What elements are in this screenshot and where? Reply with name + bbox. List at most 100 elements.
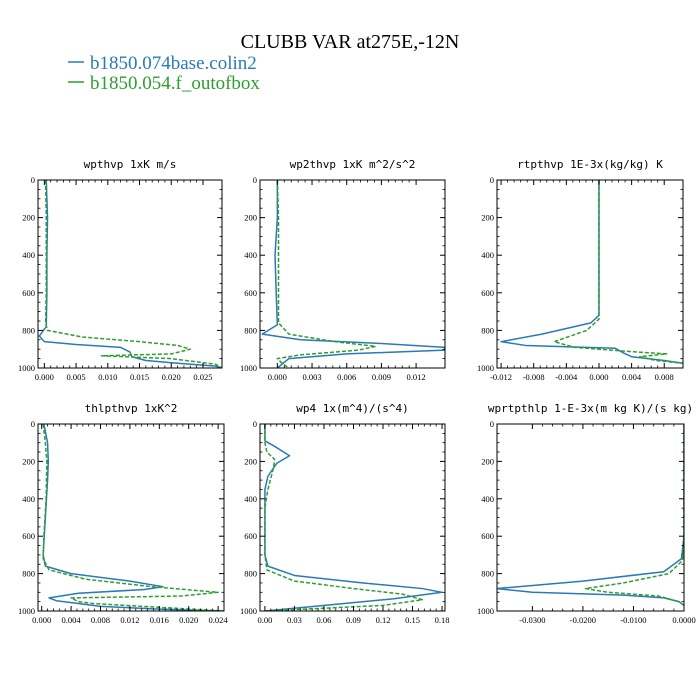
legend-label-1: b1850.074base.colin2 <box>90 53 257 74</box>
x-tick-label: 0.12 <box>376 615 391 625</box>
x-tick-label: 0.012 <box>120 615 139 625</box>
series-line-2 <box>42 424 224 611</box>
x-tick-label: 0.000 <box>268 372 287 382</box>
x-tick-label: 0.0000 <box>672 615 695 625</box>
y-tick-label: 0 <box>31 419 35 429</box>
panel-title: rtpthvp 1E-3x(kg/kg) K <box>517 158 663 171</box>
panel-6: wprtpthlp 1-E-3x(m kg K)/(s kg) 0 200 400 60… <box>477 402 696 625</box>
y-tick-label: 200 <box>244 213 257 223</box>
y-tick-label: 400 <box>22 494 35 504</box>
y-tick-label: 600 <box>22 531 35 541</box>
y-tick-label: 400 <box>244 250 257 260</box>
series-line-1 <box>500 180 683 365</box>
series-line-2 <box>44 180 222 368</box>
series-line-1 <box>42 424 224 611</box>
y-tick-label: 600 <box>481 531 494 541</box>
y-tick-label: 400 <box>481 250 494 260</box>
plot-area <box>497 424 684 606</box>
x-tick-label: 0.03 <box>287 615 302 625</box>
x-tick-label: 0.00 <box>257 615 272 625</box>
y-tick-label: 800 <box>22 569 35 579</box>
x-tick-label: 0.008 <box>655 372 674 382</box>
panel-2: wp2thvp 1xK m^2/s^2 0 200 400 600 800 1000 0.00… <box>240 158 446 382</box>
plot-area <box>264 424 443 611</box>
plot-area <box>42 424 224 611</box>
x-tick-label: 0.003 <box>302 372 321 382</box>
y-tick-label: 600 <box>244 531 257 541</box>
x-tick-label: 0.000 <box>35 372 54 382</box>
y-tick-label: 200 <box>481 456 494 466</box>
x-tick-label: 0.015 <box>130 372 149 382</box>
axes-frame <box>496 179 684 369</box>
y-tick-label: 1000 <box>477 363 494 373</box>
x-tick-label: -0.0200 <box>570 615 596 625</box>
series-line-2 <box>264 424 424 611</box>
x-tick-label: 0.008 <box>91 615 110 625</box>
x-tick-label: 0.006 <box>337 372 356 382</box>
y-tick-label: 600 <box>244 288 257 298</box>
series-line-1 <box>264 424 443 611</box>
y-tick-label: 800 <box>244 325 257 335</box>
legend-label-2: b1850.054.f_outofbox <box>90 73 260 94</box>
y-tick-label: 800 <box>244 569 257 579</box>
figure-title: CLUBB VAR at275E,-12N <box>241 31 460 53</box>
y-tick-label: 1000 <box>18 606 35 616</box>
x-tick-label: 0.010 <box>98 372 117 382</box>
axes-frame <box>37 179 223 369</box>
x-tick-label: -0.004 <box>555 372 578 382</box>
y-tick-label: 0 <box>253 419 257 429</box>
x-tick-label: 0.012 <box>407 372 426 382</box>
y-tick-label: 200 <box>22 456 35 466</box>
legend: b1850.074base.colin2 b1850.054.f_outofbo… <box>68 53 260 94</box>
y-tick-label: 800 <box>22 325 35 335</box>
plot-area <box>38 180 222 368</box>
x-tick-label: -0.0100 <box>620 615 646 625</box>
axes-frame <box>259 179 446 369</box>
y-tick-label: 0 <box>31 175 35 185</box>
panel-title: wprtpthlp 1-E-3x(m kg K)/(s kg) <box>488 402 693 415</box>
panel-3: rtpthvp 1E-3x(kg/kg) K02004006008001000-… <box>477 158 684 382</box>
y-tick-label: 1000 <box>477 606 494 616</box>
panel-title: thlpthvp 1xK^2 <box>85 402 178 415</box>
x-tick-label: 0.000 <box>32 615 51 625</box>
plot-area <box>500 180 683 365</box>
x-tick-label: 0.025 <box>193 372 212 382</box>
panel-title: wp4 1x(m^4)/(s^4) <box>296 402 409 415</box>
x-tick-label: 0.004 <box>62 615 82 625</box>
series-line-2 <box>584 424 684 606</box>
y-tick-label: 1000 <box>240 363 257 373</box>
series-line-2 <box>276 180 377 368</box>
panel-title: wpthvp 1xK m/s <box>84 158 177 171</box>
x-tick-label: 0.18 <box>435 615 450 625</box>
y-tick-label: 800 <box>481 569 494 579</box>
y-tick-label: 1000 <box>240 606 257 616</box>
y-tick-label: 1000 <box>18 363 35 373</box>
series-line-1 <box>497 424 684 606</box>
x-tick-label: 0.004 <box>622 372 642 382</box>
x-tick-label: 0.09 <box>346 615 361 625</box>
y-tick-label: 0 <box>490 419 494 429</box>
y-tick-label: 800 <box>481 325 494 335</box>
x-tick-label: 0.15 <box>405 615 420 625</box>
series-line-2 <box>553 180 683 365</box>
axes-frame <box>496 423 685 612</box>
x-tick-label: 0.06 <box>317 615 332 625</box>
x-tick-label: -0.0300 <box>519 615 545 625</box>
y-tick-label: 600 <box>481 288 494 298</box>
x-tick-label: 0.005 <box>67 372 86 382</box>
series-line-1 <box>261 180 445 368</box>
x-tick-label: -0.008 <box>523 372 545 382</box>
x-tick-label: -0.012 <box>490 372 512 382</box>
axes-frame <box>259 423 446 612</box>
x-tick-label: 0.020 <box>162 372 181 382</box>
x-tick-label: 0.016 <box>150 615 169 625</box>
y-tick-label: 200 <box>22 213 35 223</box>
y-tick-label: 200 <box>481 213 494 223</box>
x-tick-label: 0.020 <box>179 615 198 625</box>
y-tick-label: 0 <box>253 175 257 185</box>
